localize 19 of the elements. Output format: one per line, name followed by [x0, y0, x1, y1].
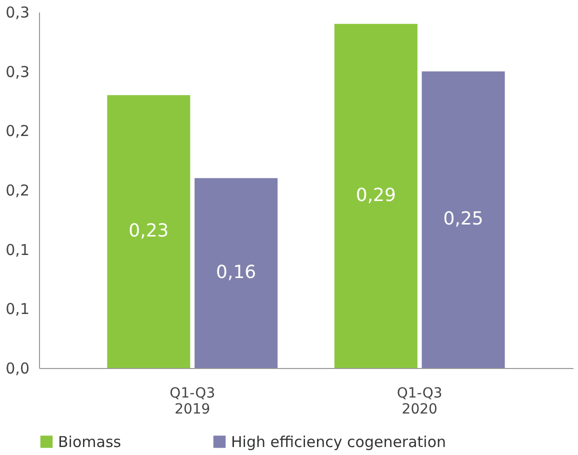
y-tick-label: 0,3 — [6, 4, 30, 22]
bar — [422, 71, 505, 368]
data-label: 0,23 — [128, 220, 169, 242]
y-tick-label: 0,3 — [6, 62, 30, 81]
data-label: 0,25 — [443, 208, 484, 230]
y-tick-label: 0,1 — [6, 300, 30, 318]
y-tick-label: 0,1 — [6, 240, 30, 259]
y-tick-label: 0,2 — [6, 122, 30, 140]
data-label: 0,16 — [216, 262, 256, 284]
bar — [334, 24, 418, 368]
x-tick-label: Q1-Q3 2019 — [170, 386, 216, 418]
data-label: 0,29 — [356, 184, 396, 206]
bar — [107, 95, 190, 368]
y-tick-label: 0,2 — [6, 182, 30, 200]
bar — [194, 178, 278, 368]
legend-label: Biomass — [58, 432, 122, 451]
legend-label: High efficiency cogeneration — [231, 432, 446, 451]
x-tick-label: Q1-Q3 2020 — [396, 386, 442, 418]
y-tick-label: 0,0 — [6, 360, 30, 378]
